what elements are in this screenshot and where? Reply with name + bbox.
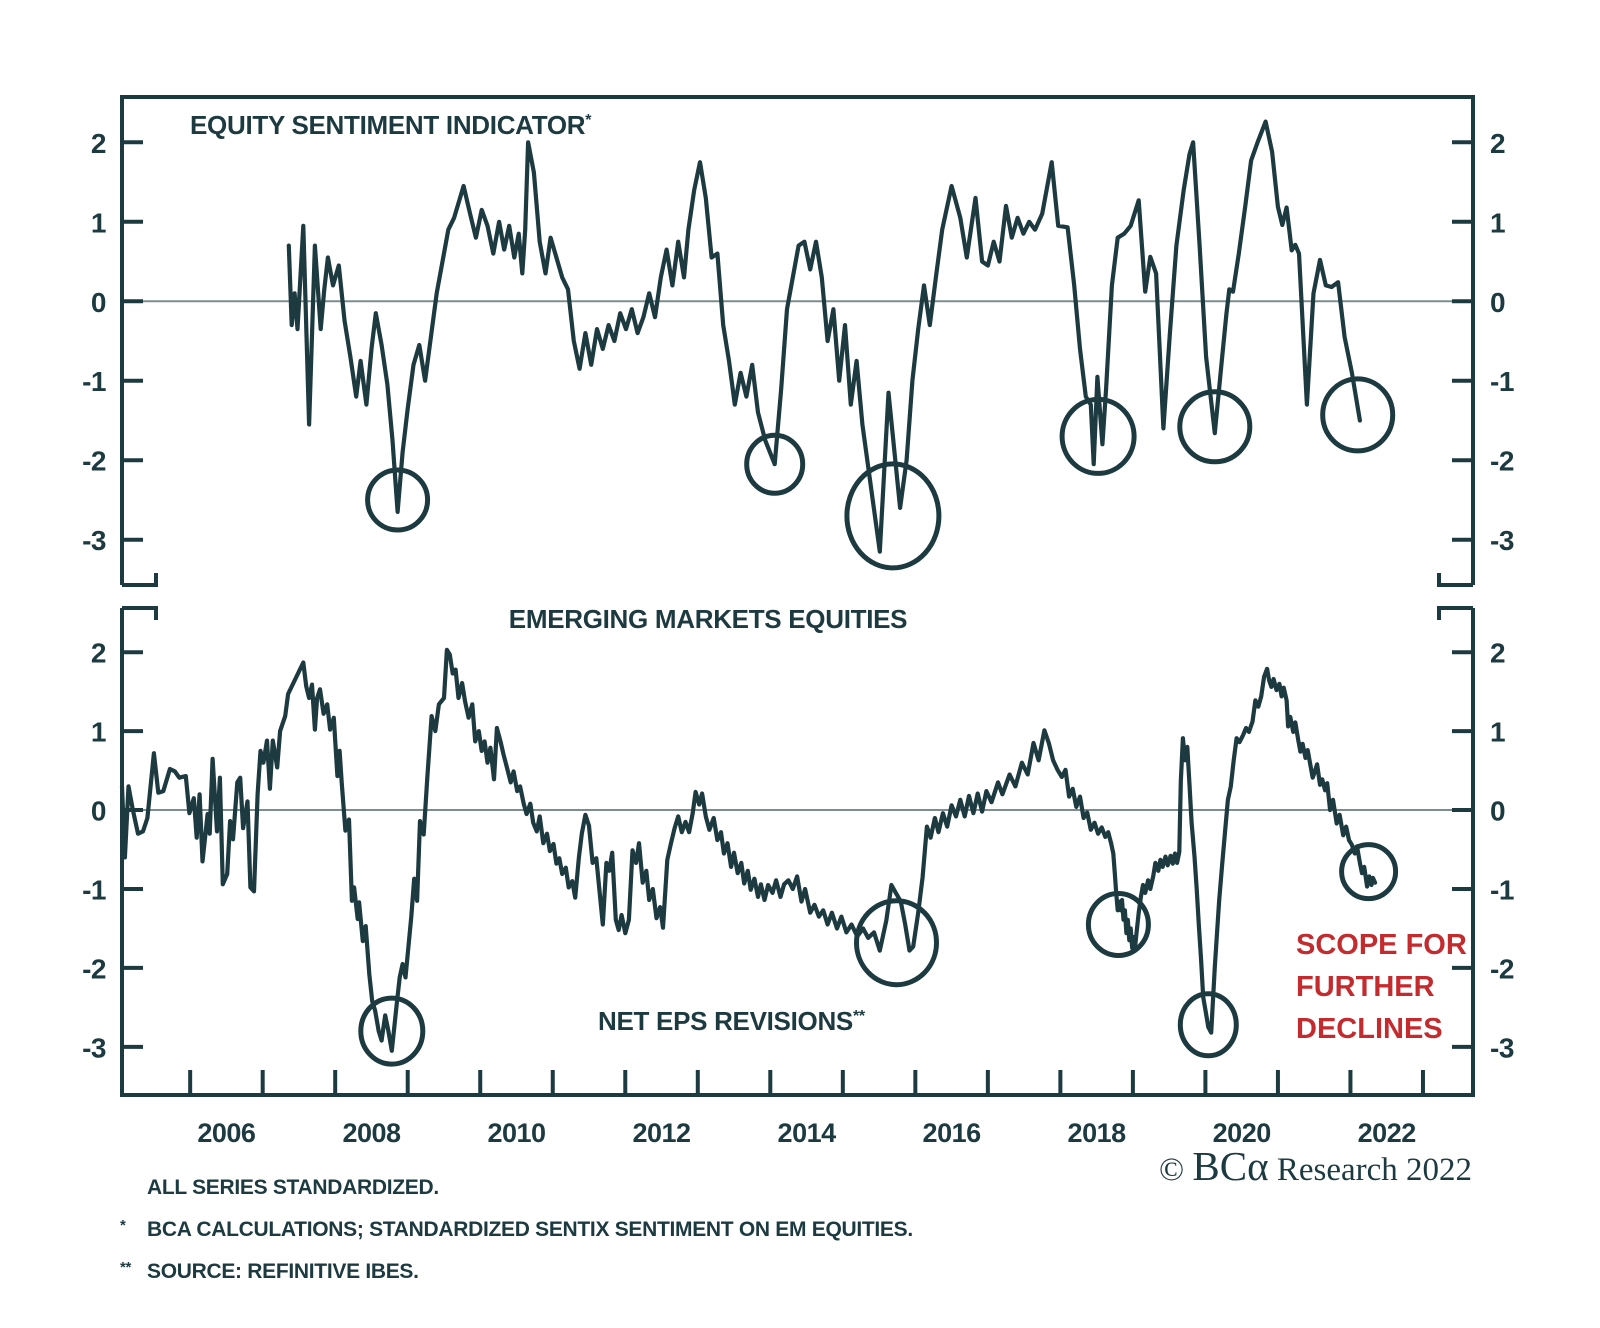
- y-axis-label-right: 0: [1490, 287, 1505, 318]
- y-axis-label-right: 0: [1490, 796, 1505, 827]
- annotation-line-3: DECLINES: [1296, 1013, 1443, 1045]
- bottom-panel-frame: [120, 608, 1475, 1097]
- series-label-net-eps: NET EPS REVISIONS**: [598, 1006, 865, 1037]
- bottom-panel-title: EMERGING MARKETS EQUITIES: [508, 604, 908, 635]
- y-axis-label-left: 2: [91, 128, 106, 159]
- y-axis-label-right: 2: [1490, 638, 1505, 669]
- y-axis-label-right: 1: [1490, 207, 1505, 238]
- y-axis-label-left: -1: [82, 366, 106, 397]
- copyright-line: © BCα Research 2022: [1159, 1142, 1472, 1190]
- y-axis-label-right: -3: [1490, 525, 1514, 556]
- highlight-circle: [1177, 991, 1239, 1059]
- highlight-circle: [1177, 389, 1253, 465]
- x-axis-year-label: 2008: [342, 1118, 401, 1148]
- annotation-scope-for-further-declines: SCOPE FOR FURTHER DECLINES: [1296, 924, 1467, 1050]
- x-axis-year-label: 2016: [923, 1118, 982, 1148]
- y-axis-label-left: -1: [82, 874, 106, 905]
- footnote-3-marker: **: [120, 1259, 132, 1276]
- x-axis-year-label: 2012: [632, 1118, 690, 1148]
- highlight-circle: [854, 898, 939, 988]
- footnote-2-text: BCA CALCULATIONS; STANDARDIZED SENTIX SE…: [147, 1218, 913, 1241]
- y-axis-label-left: 0: [91, 796, 106, 827]
- bottom-panel-top-stubs: [122, 606, 1473, 620]
- annotation-line-1: SCOPE FOR: [1296, 929, 1467, 961]
- highlight-circle: [365, 467, 431, 533]
- series-label-footnote-marker: **: [852, 1008, 865, 1025]
- y-axis-label-right: -1: [1490, 366, 1514, 397]
- x-axis-year-label: 2022: [1358, 1118, 1416, 1148]
- y-axis-label-left: -2: [82, 953, 106, 984]
- y-axis-label-right: -3: [1490, 1032, 1514, 1063]
- highlight-circle: [744, 432, 806, 496]
- highlight-circle: [1059, 396, 1137, 476]
- y-axis-label-left: 2: [91, 638, 106, 669]
- footnote-1-text: ALL SERIES STANDARDIZED.: [147, 1176, 439, 1199]
- y-axis-label-left: -2: [82, 446, 106, 477]
- bottom-panel-title-text: EMERGING MARKETS EQUITIES: [508, 604, 908, 634]
- y-axis-label-left: -3: [82, 1032, 106, 1063]
- x-axis-year-label: 2010: [487, 1118, 545, 1148]
- x-axis-year-label: 2018: [1068, 1118, 1127, 1148]
- top-panel-title-footnote-marker: *: [585, 112, 592, 129]
- series-equity-sentiment-indicator: [286, 119, 1363, 554]
- y-axis-label-right: 2: [1490, 128, 1505, 159]
- highlight-circle: [358, 995, 426, 1067]
- top-panel-title-text: EQUITY SENTIMENT INDICATOR: [190, 110, 586, 140]
- bca-logo-text: BCα: [1192, 1143, 1269, 1189]
- footnote-2: * BCA CALCULATIONS; STANDARDIZED SENTIX …: [120, 1217, 913, 1242]
- copyright-symbol: ©: [1159, 1152, 1193, 1188]
- y-axis-label-left: 0: [91, 287, 106, 318]
- highlight-circle: [844, 461, 942, 571]
- y-axis-label-right: -2: [1490, 446, 1514, 477]
- copyright-year: 2022: [1406, 1152, 1472, 1188]
- y-axis-label-left: 1: [91, 717, 106, 748]
- highlight-circle: [1339, 842, 1399, 902]
- footnote-2-marker: *: [120, 1217, 126, 1234]
- highlight-circle: [1320, 376, 1396, 454]
- footnote-3: ** SOURCE: REFINITIVE IBES.: [120, 1259, 419, 1284]
- x-axis-year-label: 2014: [778, 1118, 837, 1148]
- x-axis-year-label: 2020: [1213, 1118, 1271, 1148]
- top-panel-title: EQUITY SENTIMENT INDICATOR*: [190, 110, 591, 141]
- series-label-text: NET EPS REVISIONS: [598, 1006, 853, 1036]
- series-net-eps-revisions: [119, 647, 1378, 1053]
- y-axis-label-right: 1: [1490, 717, 1505, 748]
- y-axis-label-left: 1: [91, 207, 106, 238]
- top-panel-frame: [120, 95, 1475, 585]
- x-axis-year-label: 2006: [197, 1118, 256, 1148]
- y-axis-label-left: -3: [82, 525, 106, 556]
- annotation-line-2: FURTHER: [1296, 971, 1435, 1003]
- highlight-circle: [1085, 891, 1151, 958]
- y-axis-label-right: -2: [1490, 953, 1514, 984]
- top-panel-bottom-stubs: [122, 573, 1473, 587]
- footnote-3-text: SOURCE: REFINITIVE IBES.: [147, 1260, 419, 1283]
- copyright-text: Research: [1268, 1152, 1406, 1188]
- y-axis-label-right: -1: [1490, 874, 1514, 905]
- footnote-1: ALL SERIES STANDARDIZED.: [120, 1176, 439, 1200]
